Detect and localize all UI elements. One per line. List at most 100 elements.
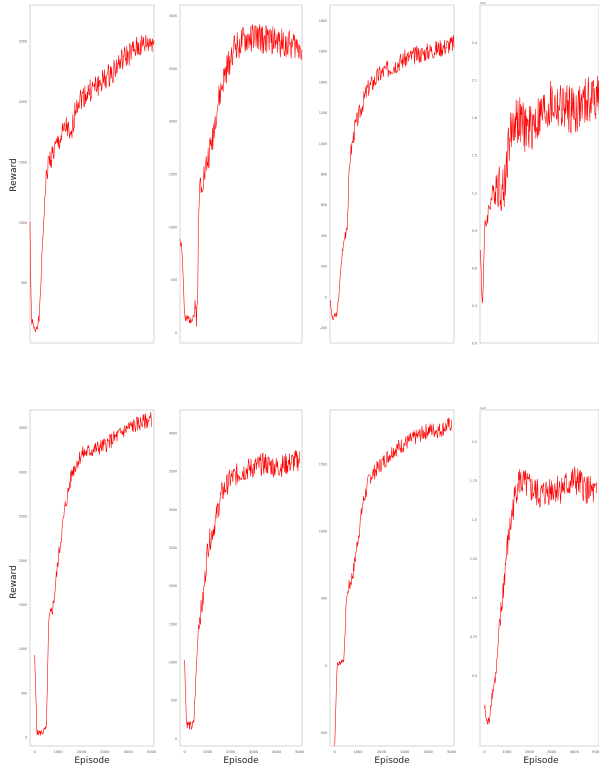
y-tick-label: 500 [21,281,27,285]
y-tick-label: 0 [325,664,327,668]
y-tick-label: 1.5 [472,518,477,522]
col1-xlabel: Episode [74,756,110,766]
y-tick-label: 0 [25,736,27,740]
y-tick-label: 1800 [319,19,327,23]
y-tick-label: 1000 [19,221,27,225]
y-tick-label: 1500 [169,173,177,177]
col4-xlabel: Episode [523,756,559,766]
y-tick-label: 1500 [19,603,27,607]
plot-frame [29,4,155,344]
y-tick-label: 500 [171,699,177,703]
y-tick-label: 1000 [169,225,177,229]
axis-offset-label: 1e3 [480,406,486,410]
y-tick-label: 3500 [169,470,177,474]
y-tick-label: 0.0 [472,342,477,346]
y-tick-label: 1.5 [472,154,477,158]
plot-frame [179,4,303,344]
y-tick-label: 3000 [169,508,177,512]
x-tick-label: 3000 [400,750,410,754]
y-tick-label: 1600 [319,50,327,54]
panel-r2-c2: 0 500 1000 1500 2000 2500 3000 3500 4000 0 1000 200… [169,409,305,754]
reward-series-line [479,75,599,304]
x-tick-label: 1000 [502,750,512,754]
x-tick-label: 5000 [147,750,157,754]
x-tick-label: 2000 [226,750,236,754]
y-tick-label: 1.0 [472,596,477,600]
y-tick-label: 2500 [169,67,177,71]
x-tick-label: 0 [34,750,37,754]
col3-xlabel: Episode [374,756,410,766]
y-tick-label: 800 [321,173,327,177]
y-tick-label: 1.2 [472,191,477,195]
plot-frame [329,4,455,344]
plot-frame [479,409,599,747]
y-tick-label: 0.6 [472,266,477,270]
x-tick-label: 4000 [424,750,434,754]
y-tick-label: 3000 [19,470,27,474]
x-tick-label: 2000 [377,750,387,754]
x-tick-label: 0 [334,750,337,754]
y-tick-label: 0 [175,737,177,741]
y-tick-label: 3500 [19,426,27,430]
x-tick-label: 4000 [272,750,282,754]
x-tick-label: 3000 [100,750,110,754]
y-tick-label: 2500 [19,40,27,44]
panel-r2-c1: 0 500 1000 1500 2000 2500 3000 3500 0 1000 2000 300… [19,409,157,754]
panel-r2-c4: 0.5 0.75 1.0 1.25 1.5 1.75 2.0 0 1000 2000 3000 400… [470,406,599,754]
y-tick-label: 2000 [19,559,27,563]
y-tick-label: 1000 [319,529,327,533]
y-tick-label: 2000 [169,584,177,588]
y-tick-label: 0.3 [472,304,477,308]
row1-ylabel: Reward [9,158,19,192]
panel-r1-c2: 0 500 1000 1500 2000 2500 3000 [169,4,303,344]
reward-series-line [484,466,598,725]
reward-series-line [329,35,455,321]
panel-r1-c3: -200 0 200 400 600 800 1000 1200 1400 1600 1800 [319,4,455,344]
y-tick-label: 2500 [19,515,27,519]
axis-offset-label: 1e3 [480,1,486,5]
y-tick-label: 2.1 [472,79,477,83]
y-tick-label: 1000 [319,142,327,146]
x-tick-label: 2000 [525,750,535,754]
reward-series-line [179,24,303,327]
x-tick-label: 5000 [447,750,457,754]
plot-frame [179,409,303,747]
y-tick-label: 600 [321,203,327,207]
x-tick-label: 1000 [353,750,363,754]
y-tick-label: 0 [325,295,327,299]
y-tick-label: -200 [320,326,327,330]
y-tick-label: 2.0 [472,440,477,444]
y-tick-label: 2000 [19,100,27,104]
y-tick-label: 1200 [319,111,327,115]
y-tick-label: -500 [320,731,327,735]
y-tick-label: 500 [321,597,327,601]
reward-series-line [184,450,300,731]
x-tick-label: 2000 [77,750,87,754]
plot-frame [479,4,599,344]
y-tick-label: 0.5 [472,674,477,678]
x-tick-label: 5000 [592,750,599,754]
panel-r1-c4: 0.0 0.3 0.6 0.9 1.2 1.5 1.8 2.1 2.4 1e3 [472,1,599,346]
x-tick-label: 1000 [203,750,213,754]
panel-r1-c1: 500 1000 1500 2000 2500 [19,4,155,344]
y-tick-label: 400 [321,234,327,238]
plot-frame [329,409,455,747]
y-tick-label: 2000 [169,120,177,124]
y-tick-label: 0 [175,331,177,335]
row2-ylabel: Reward [9,565,19,599]
x-tick-label: 1000 [53,750,63,754]
y-tick-label: 1500 [319,462,327,466]
x-tick-label: 5000 [295,750,305,754]
x-tick-label: 0 [183,750,186,754]
y-tick-label: 1.8 [472,116,477,120]
y-tick-label: 200 [321,265,327,269]
x-tick-label: 4000 [124,750,134,754]
y-tick-label: 1000 [19,647,27,651]
y-tick-label: 1.25 [470,557,477,561]
y-tick-label: 2.4 [472,41,477,45]
y-tick-label: 4000 [169,431,177,435]
panel-r2-c3: -500 0 500 1000 1500 0 1000 2000 3000 4000 5000 [319,409,457,754]
y-tick-label: 0.75 [470,635,477,639]
y-tick-label: 0.9 [472,229,477,233]
